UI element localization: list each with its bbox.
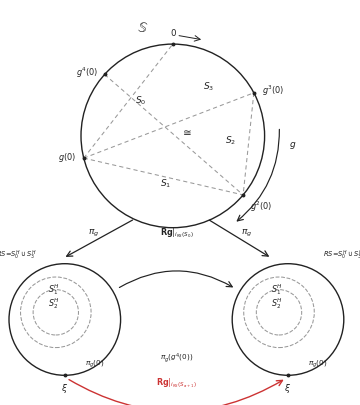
Text: $S_3$: $S_3$ bbox=[203, 80, 215, 93]
Text: $g^3(0)$: $g^3(0)$ bbox=[262, 84, 284, 98]
Text: $\xi$: $\xi$ bbox=[61, 382, 68, 395]
Text: $\pi_g(0)$: $\pi_g(0)$ bbox=[85, 359, 104, 371]
Text: $RS\!=\!S_0^H \cup S_3^H$: $RS\!=\!S_0^H \cup S_3^H$ bbox=[323, 249, 360, 262]
Text: $S_1^H$: $S_1^H$ bbox=[48, 282, 60, 297]
Text: g: g bbox=[290, 140, 296, 149]
Text: $\pi_g(g^4(0))$: $\pi_g(g^4(0))$ bbox=[160, 351, 193, 365]
Text: $S_2^H$: $S_2^H$ bbox=[48, 296, 60, 311]
Text: $\mathbf{Rg}|_{i_{RS}(S_0)}$: $\mathbf{Rg}|_{i_{RS}(S_0)}$ bbox=[159, 227, 193, 240]
Text: $\pi_g$: $\pi_g$ bbox=[88, 228, 99, 239]
Text: $S_2^H$: $S_2^H$ bbox=[271, 296, 283, 311]
Text: $\mathbf{Rg}|_{i_{RS}(S_{a+1})}$: $\mathbf{Rg}|_{i_{RS}(S_{a+1})}$ bbox=[156, 377, 197, 390]
Text: $\mathbb{S}$: $\mathbb{S}$ bbox=[136, 21, 148, 35]
Text: $S_2$: $S_2$ bbox=[225, 134, 236, 147]
Text: $RS\!=\!S_0^H \cup S_3^H$: $RS\!=\!S_0^H \cup S_3^H$ bbox=[0, 249, 37, 262]
Text: $\cong$: $\cong$ bbox=[180, 127, 191, 137]
Text: $g^4(0)$: $g^4(0)$ bbox=[76, 66, 98, 80]
Text: $\pi_g$: $\pi_g$ bbox=[241, 228, 252, 239]
Text: 0: 0 bbox=[170, 29, 176, 38]
Text: $g^2(0)$: $g^2(0)$ bbox=[249, 199, 272, 213]
Text: $g(0)$: $g(0)$ bbox=[58, 151, 76, 164]
Text: $S_0$: $S_0$ bbox=[135, 94, 146, 107]
Text: $\pi_g(0)$: $\pi_g(0)$ bbox=[308, 359, 327, 371]
Text: $\xi$: $\xi$ bbox=[284, 382, 292, 395]
Text: $S_1$: $S_1$ bbox=[160, 177, 171, 190]
Text: $S_1^H$: $S_1^H$ bbox=[271, 282, 283, 297]
